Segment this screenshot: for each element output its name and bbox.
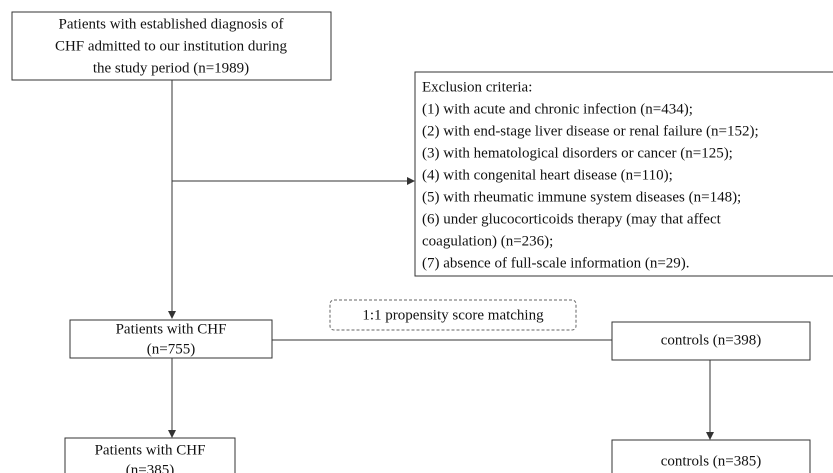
node-text: controls (n=385) — [661, 453, 762, 469]
node-text: Patients with established diagnosis of — [59, 16, 284, 32]
node-box — [611, 439, 811, 473]
node-text: CHF admitted to our institution during — [55, 38, 288, 54]
node-text: controls (n=398) — [661, 332, 762, 348]
node-text: (4) with congenital heart disease (n=110… — [422, 167, 673, 183]
texts: Patients with established diagnosis of CH… — [55, 16, 761, 473]
node-text: (6) under glucocorticoids therapy (may t… — [422, 211, 722, 227]
node-text: (n=755) — [147, 341, 195, 357]
node-text: 1:1 propensity score matching — [362, 307, 544, 323]
node-box — [69, 319, 273, 359]
node-text: Exclusion criteria: — [422, 79, 532, 95]
node-text: (3) with hematological disorders or canc… — [422, 145, 733, 161]
node-box — [11, 11, 332, 81]
node-text: Patients with CHF — [95, 442, 206, 458]
node-text: Patients with CHF — [116, 321, 227, 337]
node-box — [611, 321, 811, 361]
label-box — [329, 299, 577, 331]
node-text: (n=385) — [126, 462, 174, 473]
node-text: (2) with end-stage liver disease or rena… — [422, 123, 759, 139]
node-text: (7) absence of full-scale information (n… — [422, 255, 690, 271]
node-text: (5) with rheumatic immune system disease… — [422, 189, 741, 205]
node-box — [414, 71, 833, 277]
node-text: (1) with acute and chronic infection (n=… — [422, 101, 693, 117]
node-box — [64, 437, 236, 473]
node-text: coagulation) (n=236); — [422, 233, 553, 249]
node-text: the study period (n=1989) — [93, 60, 249, 76]
